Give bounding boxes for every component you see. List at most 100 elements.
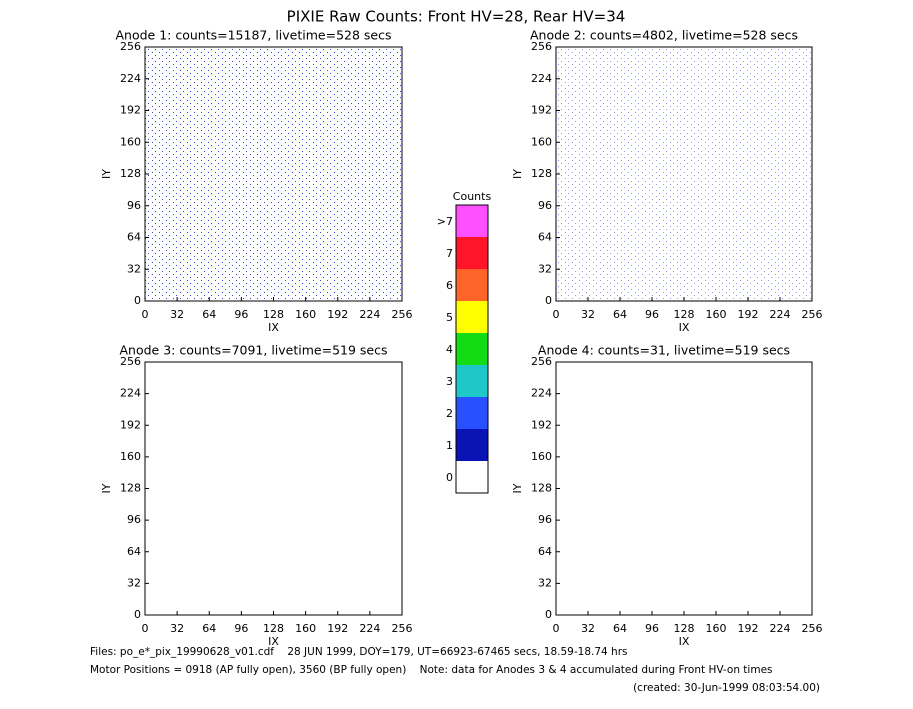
y-tick-label: 192 <box>120 418 141 431</box>
x-tick-label: 128 <box>674 308 695 321</box>
y-tick-label: 32 <box>127 262 141 275</box>
x-tick-label: 224 <box>359 308 380 321</box>
x-tick-label: 128 <box>263 622 284 635</box>
y-tick-label: 160 <box>120 450 141 463</box>
panel-title: Anode 2: counts=4802, livetime=528 secs <box>530 28 798 43</box>
x-tick-label: 192 <box>327 622 348 635</box>
x-tick-label: 32 <box>170 308 184 321</box>
y-tick-label: 160 <box>531 135 552 148</box>
counts-texture <box>145 47 402 301</box>
x-axis-label: IX <box>268 321 279 334</box>
y-tick-label: 224 <box>531 387 552 400</box>
colorbar-frame <box>455 204 489 494</box>
colorbar-swatch <box>456 269 488 301</box>
x-tick-label: 224 <box>359 622 380 635</box>
footer-files: Files: po_e*_pix_19990628_v01.cdf 28 JUN… <box>90 646 628 658</box>
colorbar-label: >7 <box>437 215 453 228</box>
panel-title: Anode 3: counts=7091, livetime=519 secs <box>119 343 387 358</box>
x-tick-label: 32 <box>581 622 595 635</box>
x-tick-label: 256 <box>392 308 413 321</box>
colorbar-swatch <box>456 237 488 269</box>
y-tick-label: 128 <box>120 482 141 495</box>
x-tick-label: 256 <box>802 308 823 321</box>
y-tick-label: 96 <box>127 199 141 212</box>
y-tick-label: 192 <box>531 104 552 117</box>
y-tick-label: 96 <box>538 513 552 526</box>
y-tick-label: 256 <box>531 355 552 368</box>
colorbar-swatch <box>456 333 488 365</box>
colorbar-swatch <box>456 365 488 397</box>
colorbar-label: 7 <box>446 247 453 260</box>
y-tick-label: 192 <box>531 418 552 431</box>
y-tick-label: 192 <box>120 104 141 117</box>
y-axis-label: IY <box>511 169 524 179</box>
x-tick-label: 64 <box>202 308 216 321</box>
colorbar-label: 0 <box>446 471 453 484</box>
y-tick-label: 64 <box>538 545 552 558</box>
x-tick-label: 64 <box>613 308 627 321</box>
y-tick-label: 64 <box>127 545 141 558</box>
colorbar-swatch <box>456 301 488 333</box>
y-tick-label: 256 <box>120 40 141 53</box>
y-tick-label: 128 <box>531 482 552 495</box>
x-tick-label: 0 <box>553 622 560 635</box>
x-tick-label: 96 <box>645 308 659 321</box>
colorbar-title: Counts <box>453 190 492 203</box>
y-tick-label: 96 <box>127 513 141 526</box>
footer-created: (created: 30-Jun-1999 08:03:54.00) <box>633 682 820 694</box>
x-tick-label: 128 <box>674 622 695 635</box>
y-tick-label: 32 <box>538 262 552 275</box>
colorbar-swatch <box>456 461 488 493</box>
x-axis-label: IX <box>268 635 279 648</box>
y-tick-label: 0 <box>545 294 552 307</box>
x-axis-label: IX <box>679 321 690 334</box>
page-title: PIXIE Raw Counts: Front HV=28, Rear HV=3… <box>287 8 626 26</box>
y-tick-label: 160 <box>120 135 141 148</box>
y-tick-label: 64 <box>538 231 552 244</box>
y-axis-label: IY <box>100 483 113 493</box>
x-tick-label: 0 <box>142 308 149 321</box>
y-tick-label: 224 <box>531 72 552 85</box>
y-tick-label: 32 <box>127 576 141 589</box>
footer-motor: Motor Positions = 0918 (AP fully open), … <box>90 664 773 676</box>
colorbar-label: 3 <box>446 375 453 388</box>
y-tick-label: 0 <box>545 608 552 621</box>
y-tick-label: 0 <box>134 608 141 621</box>
panel-title: Anode 4: counts=31, livetime=519 secs <box>538 343 790 358</box>
colorbar-label: 1 <box>446 439 453 452</box>
x-tick-label: 96 <box>645 622 659 635</box>
colorbar-label: 5 <box>446 311 453 324</box>
x-tick-label: 64 <box>202 622 216 635</box>
x-tick-label: 160 <box>295 622 316 635</box>
x-tick-label: 192 <box>327 308 348 321</box>
y-axis-label: IY <box>511 483 524 493</box>
x-tick-label: 160 <box>295 308 316 321</box>
colorbar-label: 6 <box>446 279 453 292</box>
x-tick-label: 64 <box>613 622 627 635</box>
y-tick-label: 0 <box>134 294 141 307</box>
colorbar-label: 2 <box>446 407 453 420</box>
y-axis-label: IY <box>100 169 113 179</box>
x-tick-label: 256 <box>392 622 413 635</box>
y-tick-label: 64 <box>127 231 141 244</box>
panel-title: Anode 1: counts=15187, livetime=528 secs <box>116 28 392 43</box>
y-tick-label: 96 <box>538 199 552 212</box>
y-tick-label: 224 <box>120 387 141 400</box>
y-tick-label: 256 <box>120 355 141 368</box>
y-tick-label: 256 <box>531 40 552 53</box>
x-tick-label: 96 <box>234 622 248 635</box>
x-tick-label: 192 <box>738 622 759 635</box>
colorbar-swatch <box>456 429 488 461</box>
y-tick-label: 128 <box>120 167 141 180</box>
plot-frame <box>144 361 403 616</box>
x-axis-label: IX <box>679 635 690 648</box>
colorbar-label: 4 <box>446 343 453 356</box>
x-tick-label: 0 <box>142 622 149 635</box>
x-tick-label: 96 <box>234 308 248 321</box>
colorbar-swatch <box>456 397 488 429</box>
x-tick-label: 128 <box>263 308 284 321</box>
y-tick-label: 224 <box>120 72 141 85</box>
x-tick-label: 32 <box>170 622 184 635</box>
y-tick-label: 160 <box>531 450 552 463</box>
